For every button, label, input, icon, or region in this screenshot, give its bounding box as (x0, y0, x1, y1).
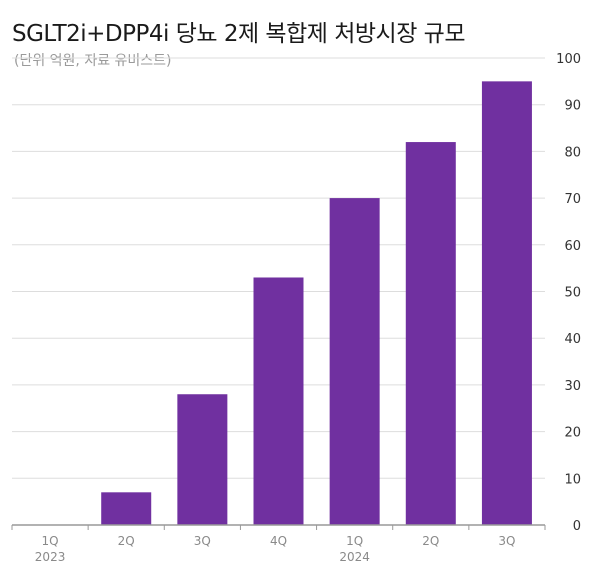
x-year-label: 2024 (339, 550, 370, 564)
bars (101, 81, 532, 525)
bar (481, 81, 532, 525)
y-tick-label: 30 (564, 379, 581, 394)
bar (329, 198, 380, 525)
x-tick-label: 2Q (118, 534, 135, 548)
x-tick-label: 1Q (42, 534, 59, 548)
y-tick-label: 90 (564, 99, 581, 114)
chart-title: SGLT2i+DPP4i 당뇨 2제 복합제 처방시장 규모 (12, 21, 466, 47)
y-tick-label: 80 (564, 145, 581, 160)
tick-labels: 0 10 20 30 40 50 60 70 80 90 100 1Q 2023 2Q 3Q 4Q 1Q 2024… (35, 52, 581, 564)
y-tick-label: 60 (564, 239, 581, 254)
x-tick-label: 3Q (194, 534, 211, 548)
x-tick-label: 2Q (422, 534, 439, 548)
y-tick-label: 10 (564, 472, 581, 487)
y-tick-label: 70 (564, 192, 581, 207)
bar (177, 394, 228, 525)
x-tick-label: 1Q (346, 534, 363, 548)
x-year-label: 2023 (35, 550, 66, 564)
x-tick-label: 3Q (498, 534, 515, 548)
x-tick-label: 4Q (270, 534, 287, 548)
chart-subtitle: (단위 억원, 자료 유비스트) (14, 53, 172, 69)
axes (11, 524, 546, 530)
y-tick-label: 100 (556, 52, 581, 67)
y-tick-label: 40 (564, 332, 581, 347)
bar (253, 277, 304, 525)
y-tick-label: 0 (573, 519, 581, 534)
bar (405, 142, 456, 525)
y-tick-label: 20 (564, 426, 581, 441)
bar (101, 492, 152, 525)
y-tick-label: 50 (564, 286, 581, 301)
